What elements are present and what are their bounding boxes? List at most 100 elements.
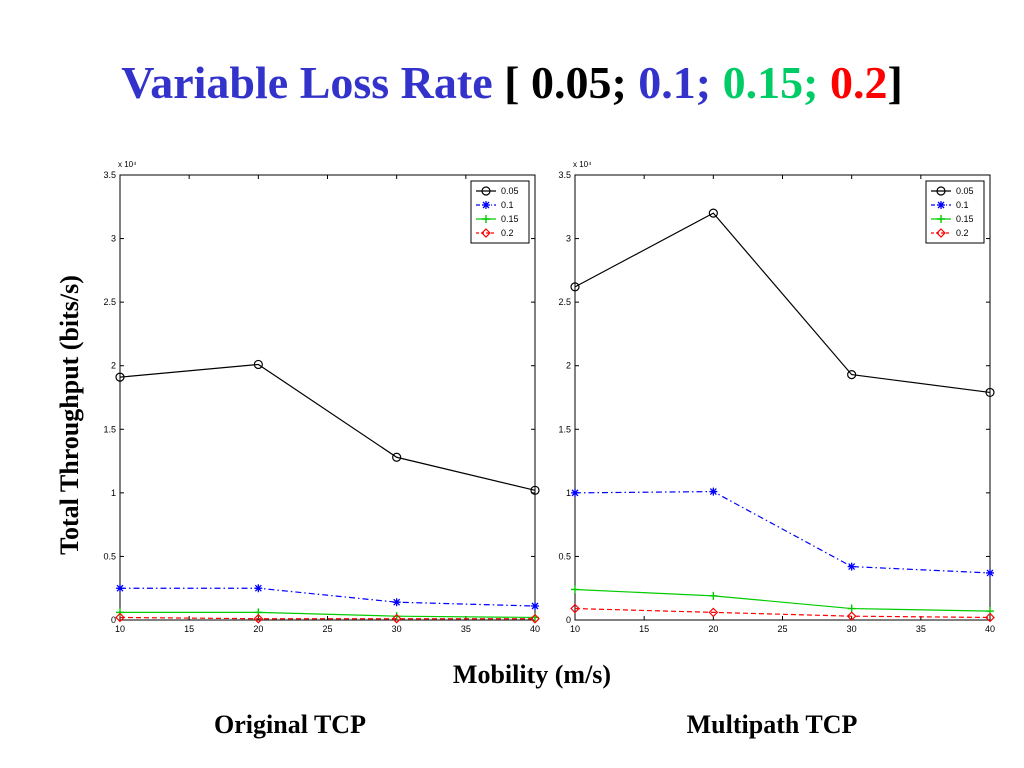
y-tick-label: 1.5 xyxy=(103,424,116,434)
title-value-3: 0.15; xyxy=(722,57,819,108)
series-0.1 xyxy=(116,584,539,611)
x-tick-label: 15 xyxy=(639,624,649,634)
legend-marker xyxy=(482,201,490,209)
plot-frame xyxy=(574,174,991,621)
y-multiplier-label: x 10⁴ xyxy=(573,160,592,169)
y-multiplier-label: x 10⁴ xyxy=(118,160,137,169)
title-main: Variable Loss Rate xyxy=(121,57,493,108)
y-tick-label: 2.5 xyxy=(558,297,571,307)
y-tick-label: 3.5 xyxy=(558,170,571,180)
series-line-0.15 xyxy=(120,611,536,619)
series-0.05 xyxy=(115,359,540,495)
x-tick-label: 20 xyxy=(708,624,718,634)
y-tick-label: 3 xyxy=(111,234,116,244)
data-point-0.2 xyxy=(253,613,264,624)
series-line-0.15 xyxy=(574,588,991,612)
title-value-1: 0.05; xyxy=(530,57,627,108)
caption-multipath-tcp: Multipath TCP xyxy=(686,710,858,739)
title-value-2: 0.1; xyxy=(638,57,712,108)
x-tick-label: 10 xyxy=(570,624,580,634)
data-point-0.05 xyxy=(708,208,718,218)
y-tick-label: 0 xyxy=(566,615,571,625)
data-point-0.1 xyxy=(847,562,856,571)
x-tick-label: 10 xyxy=(115,624,125,634)
y-tick-label: 2.5 xyxy=(103,297,116,307)
plot-frame xyxy=(119,174,536,621)
y-tick-label: 1 xyxy=(111,488,116,498)
series-0.1 xyxy=(571,487,994,577)
data-point-0.05 xyxy=(392,452,402,462)
data-point-0.05 xyxy=(847,370,857,380)
y-axis-label: Total Throughput (bits/s) xyxy=(55,275,84,555)
y-tick-label: 3 xyxy=(566,234,571,244)
y-tick-label: 0.5 xyxy=(558,551,571,561)
title-value-4: 0.2 xyxy=(829,57,888,108)
legend-label: 0.05 xyxy=(956,186,974,196)
x-tick-label: 25 xyxy=(322,624,332,634)
series-0.15 xyxy=(571,585,994,616)
data-point-0.05 xyxy=(530,485,540,495)
x-tick-label: 15 xyxy=(184,624,194,634)
x-tick-label: 40 xyxy=(530,624,540,634)
data-point-0.1 xyxy=(986,568,994,577)
data-point-0.15 xyxy=(847,604,856,613)
data-point-0.1 xyxy=(116,584,124,593)
legend-marker xyxy=(481,228,491,238)
data-point-0.2 xyxy=(530,613,540,624)
data-point-0.15 xyxy=(116,608,124,617)
y-tick-label: 2 xyxy=(566,361,571,371)
legend-box xyxy=(470,180,530,244)
legend-label: 0.1 xyxy=(501,200,514,210)
y-tick-label: 1 xyxy=(566,488,571,498)
legend-box xyxy=(925,180,985,244)
series-0.05 xyxy=(570,208,995,398)
y-tick-label: 0 xyxy=(111,615,116,625)
data-point-0.1 xyxy=(531,602,539,611)
x-tick-label: 20 xyxy=(253,624,263,634)
y-tick-label: 2 xyxy=(111,361,116,371)
y-tick-label: 3.5 xyxy=(103,170,116,180)
data-point-0.2 xyxy=(115,612,125,623)
y-tick-label: 1.5 xyxy=(558,424,571,434)
data-point-0.1 xyxy=(709,487,718,496)
legend-label: 0.15 xyxy=(956,214,974,224)
chart-original-tcp: x 10⁴ 0 0.5 1 1.5 2 2.5 3 3.5 10 15 20 25 30 35 40 0.05 0… xyxy=(103,160,540,634)
slide-title: Variable Loss Rate [ 0.05; 0.1; 0.15; 0.… xyxy=(0,57,1024,109)
title-bracket-close: ] xyxy=(887,57,903,108)
series-line-0.1 xyxy=(120,587,536,607)
series-0.2 xyxy=(115,612,540,624)
x-tick-label: 35 xyxy=(461,624,471,634)
data-point-0.2 xyxy=(570,603,580,614)
data-point-0.2 xyxy=(985,612,995,623)
data-point-0.05 xyxy=(115,372,125,382)
caption-original-tcp: Original TCP xyxy=(214,710,366,739)
chart-multipath-tcp: x 10⁴ 0 0.5 1 1.5 2 2.5 3 3.5 10 15 20 25 30 35 40 0.05 0… xyxy=(558,160,995,634)
x-axis-label: Mobility (m/s) xyxy=(452,660,612,689)
x-tick-label: 35 xyxy=(916,624,926,634)
series-line-0.05 xyxy=(574,212,991,394)
data-point-0.2 xyxy=(708,607,719,618)
legend-label: 0.15 xyxy=(501,214,519,224)
y-tick-label: 0.5 xyxy=(103,551,116,561)
legend-marker xyxy=(936,186,946,196)
x-tick-label: 30 xyxy=(392,624,402,634)
data-point-0.15 xyxy=(571,585,579,594)
data-point-0.05 xyxy=(985,387,995,398)
legend-label: 0.2 xyxy=(956,228,969,238)
data-point-0.2 xyxy=(846,611,857,622)
legend-marker xyxy=(937,201,945,209)
series-line-0.2 xyxy=(119,616,535,620)
series-0.2 xyxy=(570,603,995,623)
data-point-0.1 xyxy=(392,598,401,607)
data-point-0.05 xyxy=(570,282,580,292)
x-tick-label: 40 xyxy=(985,624,995,634)
series-line-0.2 xyxy=(574,607,991,619)
data-point-0.1 xyxy=(254,584,263,593)
series-line-0.05 xyxy=(119,363,536,491)
series-line-0.1 xyxy=(574,490,991,574)
legend-marker xyxy=(937,215,945,223)
legend-label: 0.1 xyxy=(956,200,969,210)
data-point-0.15 xyxy=(709,591,718,600)
data-point-0.05 xyxy=(253,359,263,370)
legend-marker xyxy=(481,186,491,196)
